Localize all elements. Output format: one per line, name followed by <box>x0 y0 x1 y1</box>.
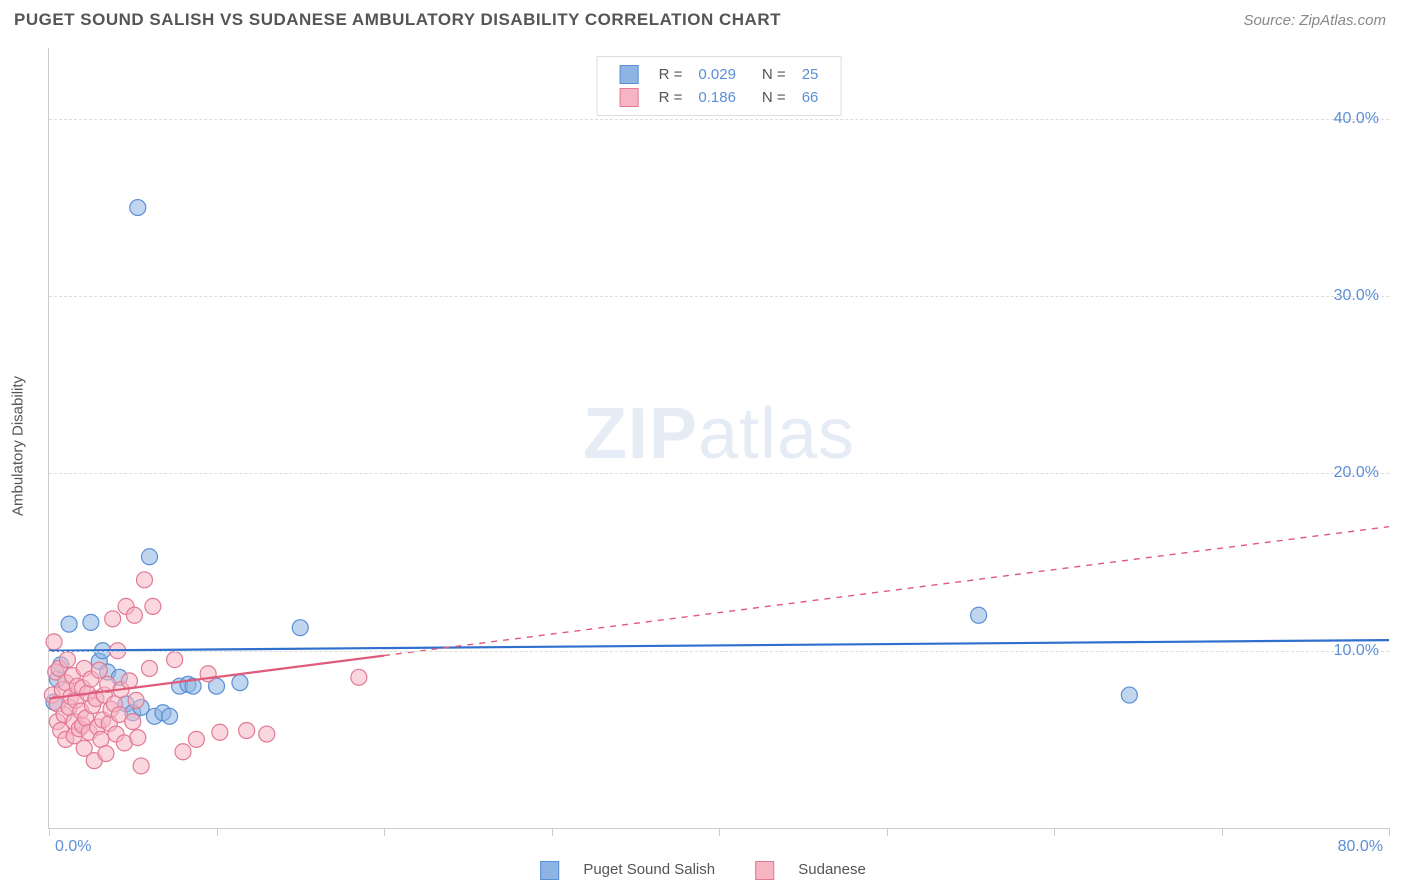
plot-svg <box>49 48 1389 828</box>
x-tick <box>384 828 385 836</box>
y-tick-label: 30.0% <box>1334 287 1379 305</box>
gridline <box>49 651 1389 652</box>
y-tick-label: 20.0% <box>1334 464 1379 482</box>
scatter-point <box>162 708 178 724</box>
scatter-point <box>351 669 367 685</box>
legend-n-label: N = <box>744 86 794 109</box>
legend-series-item: Sudanese <box>745 861 876 878</box>
legend-r-value: 0.186 <box>690 86 744 109</box>
chart-title: PUGET SOUND SALISH VS SUDANESE AMBULATOR… <box>14 10 781 30</box>
scatter-point <box>133 758 149 774</box>
legend-swatch <box>612 86 651 109</box>
scatter-point <box>239 723 255 739</box>
scatter-point <box>59 652 75 668</box>
gridline <box>49 296 1389 297</box>
x-tick <box>887 828 888 836</box>
x-tick <box>719 828 720 836</box>
scatter-point <box>232 675 248 691</box>
scatter-point <box>145 598 161 614</box>
legend-series: Puget Sound Salish Sudanese <box>520 861 886 880</box>
scatter-point <box>91 662 107 678</box>
legend-series-label: Puget Sound Salish <box>583 861 715 878</box>
legend-stats: R =0.029N =25R =0.186N =66 <box>597 56 842 116</box>
scatter-point <box>130 200 146 216</box>
scatter-point <box>188 731 204 747</box>
scatter-point <box>98 746 114 762</box>
scatter-point <box>212 724 228 740</box>
gridline <box>49 119 1389 120</box>
legend-r-label: R = <box>651 86 691 109</box>
x-tick <box>552 828 553 836</box>
x-max-label: 80.0% <box>1338 838 1383 856</box>
scatter-point <box>61 616 77 632</box>
plot-area: ZIPatlas R =0.029N =25R =0.186N =66 10.0… <box>48 48 1389 829</box>
scatter-point <box>46 634 62 650</box>
legend-stats-row: R =0.029N =25 <box>612 63 827 86</box>
legend-swatch <box>540 861 559 880</box>
y-axis-title: Ambulatory Disability <box>10 376 27 516</box>
scatter-point <box>142 660 158 676</box>
chart-header: PUGET SOUND SALISH VS SUDANESE AMBULATOR… <box>0 0 1406 38</box>
y-tick-label: 10.0% <box>1334 642 1379 660</box>
scatter-point <box>125 714 141 730</box>
scatter-point <box>142 549 158 565</box>
scatter-point <box>126 607 142 623</box>
legend-n-value: 66 <box>794 86 827 109</box>
legend-stats-table: R =0.029N =25R =0.186N =66 <box>612 63 827 109</box>
scatter-point <box>167 652 183 668</box>
scatter-point <box>93 731 109 747</box>
scatter-point <box>971 607 987 623</box>
scatter-point <box>128 692 144 708</box>
scatter-point <box>83 614 99 630</box>
legend-swatch <box>612 63 651 86</box>
y-tick-label: 40.0% <box>1334 110 1379 128</box>
chart-source: Source: ZipAtlas.com <box>1243 12 1386 29</box>
scatter-point <box>259 726 275 742</box>
legend-n-value: 25 <box>794 63 827 86</box>
legend-series-label: Sudanese <box>798 861 866 878</box>
legend-r-value: 0.029 <box>690 63 744 86</box>
trend-line <box>49 640 1389 651</box>
x-tick <box>1054 828 1055 836</box>
scatter-point <box>136 572 152 588</box>
x-tick <box>217 828 218 836</box>
legend-r-label: R = <box>651 63 691 86</box>
scatter-point <box>105 611 121 627</box>
x-tick <box>49 828 50 836</box>
scatter-point <box>1121 687 1137 703</box>
scatter-point <box>175 744 191 760</box>
gridline <box>49 473 1389 474</box>
legend-series-item: Puget Sound Salish <box>530 861 725 878</box>
x-tick <box>1222 828 1223 836</box>
x-tick <box>1389 828 1390 836</box>
trend-line-extrap <box>384 527 1389 656</box>
scatter-point <box>130 730 146 746</box>
legend-n-label: N = <box>744 63 794 86</box>
x-min-label: 0.0% <box>55 838 91 856</box>
legend-stats-row: R =0.186N =66 <box>612 86 827 109</box>
scatter-point <box>292 620 308 636</box>
legend-swatch <box>755 861 774 880</box>
